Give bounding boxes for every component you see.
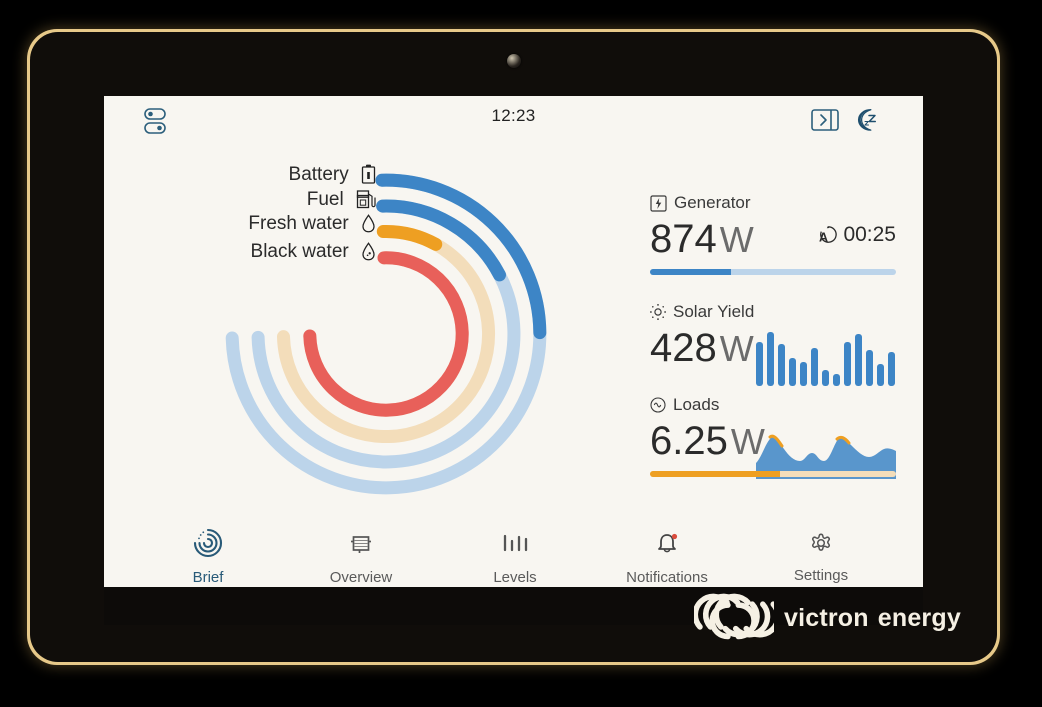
svg-text:A: A (819, 230, 828, 244)
